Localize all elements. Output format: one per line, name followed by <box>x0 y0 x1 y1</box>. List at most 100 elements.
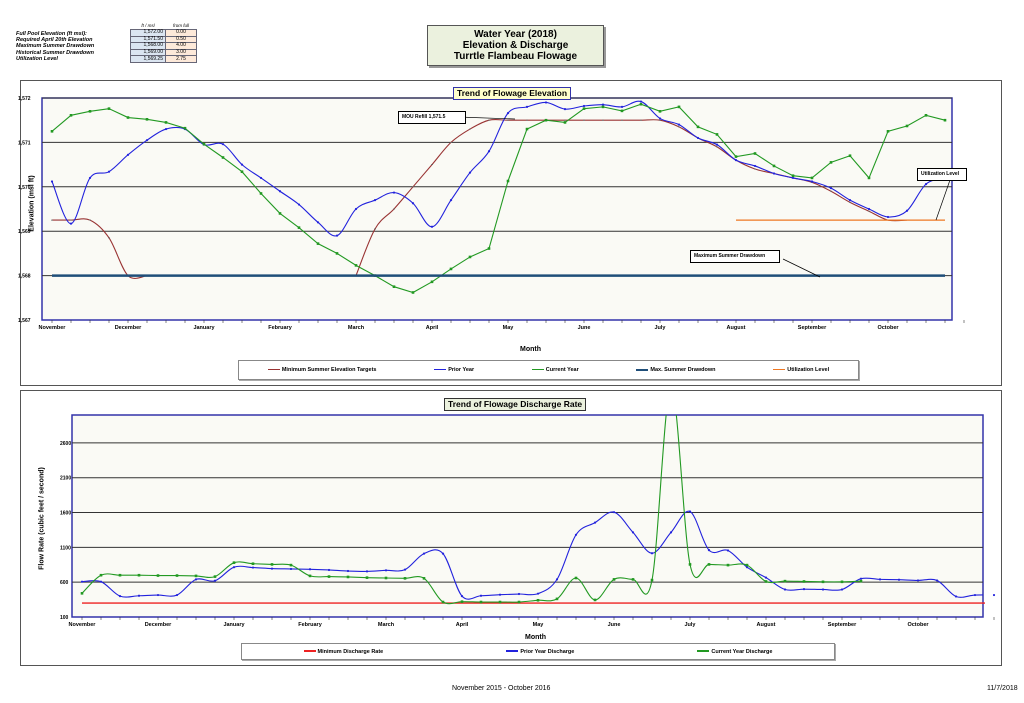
data-point <box>232 561 236 564</box>
data-point <box>734 159 738 162</box>
data-point <box>80 592 84 595</box>
max-drawdown-annotation: Maximum Summer Drawdown <box>690 250 780 263</box>
y-tick-label: 1,568 <box>18 274 31 280</box>
data-point <box>582 107 586 110</box>
y-tick-label: 1,569 <box>18 229 31 235</box>
data-point <box>50 130 54 133</box>
data-point <box>783 579 787 583</box>
data-point <box>232 566 236 569</box>
data-point <box>118 573 122 577</box>
data-point <box>441 552 445 555</box>
data-point <box>297 226 301 229</box>
data-point <box>867 207 871 211</box>
summary-label: Maximum Summer Drawdown <box>16 43 95 50</box>
legend-item: Utilization Level <box>773 367 829 373</box>
y-tick-label: 1600 <box>60 511 71 517</box>
data-point <box>50 180 54 183</box>
footer-date-range: November 2015 - October 2016 <box>452 685 551 692</box>
data-point <box>707 563 711 566</box>
data-point <box>221 143 225 146</box>
data-point <box>118 595 122 598</box>
data-point <box>251 566 255 569</box>
data-point <box>460 600 464 603</box>
data-point <box>335 252 339 255</box>
data-point <box>802 580 806 583</box>
data-point <box>164 127 168 131</box>
data-point <box>270 563 274 566</box>
title-line-2: Elevation & Discharge <box>462 40 569 51</box>
data-point <box>145 139 149 142</box>
y-tick-label: 2600 <box>60 441 71 447</box>
data-point <box>555 597 559 601</box>
data-point <box>745 563 749 567</box>
summary-label: Full Pool Elevation (ft msl): <box>16 31 87 37</box>
data-point <box>829 161 833 164</box>
data-point <box>848 154 852 158</box>
x-tick-label: August <box>727 325 746 331</box>
data-point <box>612 578 616 581</box>
data-point <box>289 567 293 571</box>
data-point <box>403 568 407 571</box>
data-point <box>669 531 673 534</box>
data-point <box>726 549 730 552</box>
data-point <box>859 579 863 583</box>
legend-item: Minimum Summer Elevation Targets <box>267 367 377 373</box>
data-point <box>498 593 502 596</box>
data-point <box>992 593 996 597</box>
data-point <box>677 123 681 126</box>
data-point <box>156 593 160 597</box>
data-point <box>449 267 453 271</box>
summary-labels: Full Pool Elevation (ft msl): Required A… <box>16 31 94 62</box>
data-point <box>373 199 377 202</box>
x-tick-label: November <box>69 622 97 628</box>
summary-table: ft / msl from full 1,572.00 0.00 1,571.50 0… <box>130 22 197 63</box>
data-point <box>821 588 825 591</box>
x-tick-label: June <box>578 325 591 331</box>
data-point <box>69 114 73 117</box>
y-tick-label: 1100 <box>60 545 71 551</box>
y-tick-label: 1,571 <box>18 140 31 146</box>
data-point <box>791 174 795 177</box>
data-point <box>240 170 244 174</box>
data-point <box>183 126 187 130</box>
data-point <box>384 569 388 572</box>
data-point <box>335 234 339 237</box>
data-point <box>365 576 369 579</box>
legend-item: Max. Summer Drawdown <box>636 367 716 373</box>
data-point <box>886 215 890 219</box>
data-point <box>316 221 320 224</box>
data-point <box>620 105 624 108</box>
discharge-legend: Minimum Discharge Rate Prior Year Discha… <box>241 643 835 660</box>
data-point <box>791 176 795 180</box>
data-point <box>829 187 833 190</box>
x-tick-label: January <box>223 622 245 628</box>
data-point <box>430 280 434 284</box>
data-point <box>563 108 567 111</box>
x-tick-label: May <box>503 325 515 331</box>
data-point <box>574 576 578 580</box>
data-point <box>734 155 738 158</box>
footer-print-date: 11/7/2018 <box>987 685 1018 692</box>
data-point <box>213 579 217 582</box>
data-point <box>715 143 719 146</box>
data-point <box>88 176 92 180</box>
data-point <box>715 133 719 136</box>
x-tick-label: February <box>298 622 322 628</box>
data-point <box>278 212 282 215</box>
x-tick-label: October <box>907 622 929 628</box>
data-point <box>658 110 662 113</box>
data-point <box>308 574 312 578</box>
legend-item: Minimum Discharge Rate <box>303 649 383 655</box>
discharge-y-axis-label: Flow Rate (cubic feet / second) <box>38 467 46 570</box>
data-point <box>164 121 168 124</box>
y-tick-label: 1,572 <box>18 96 31 102</box>
data-point <box>278 190 282 193</box>
data-point <box>631 531 635 534</box>
col-header: from full <box>172 23 189 28</box>
data-point <box>840 580 844 584</box>
data-point <box>221 156 225 159</box>
x-tick-label: August <box>757 622 776 628</box>
data-point <box>422 552 426 555</box>
x-tick-label: April <box>456 622 469 628</box>
data-point <box>696 125 700 129</box>
